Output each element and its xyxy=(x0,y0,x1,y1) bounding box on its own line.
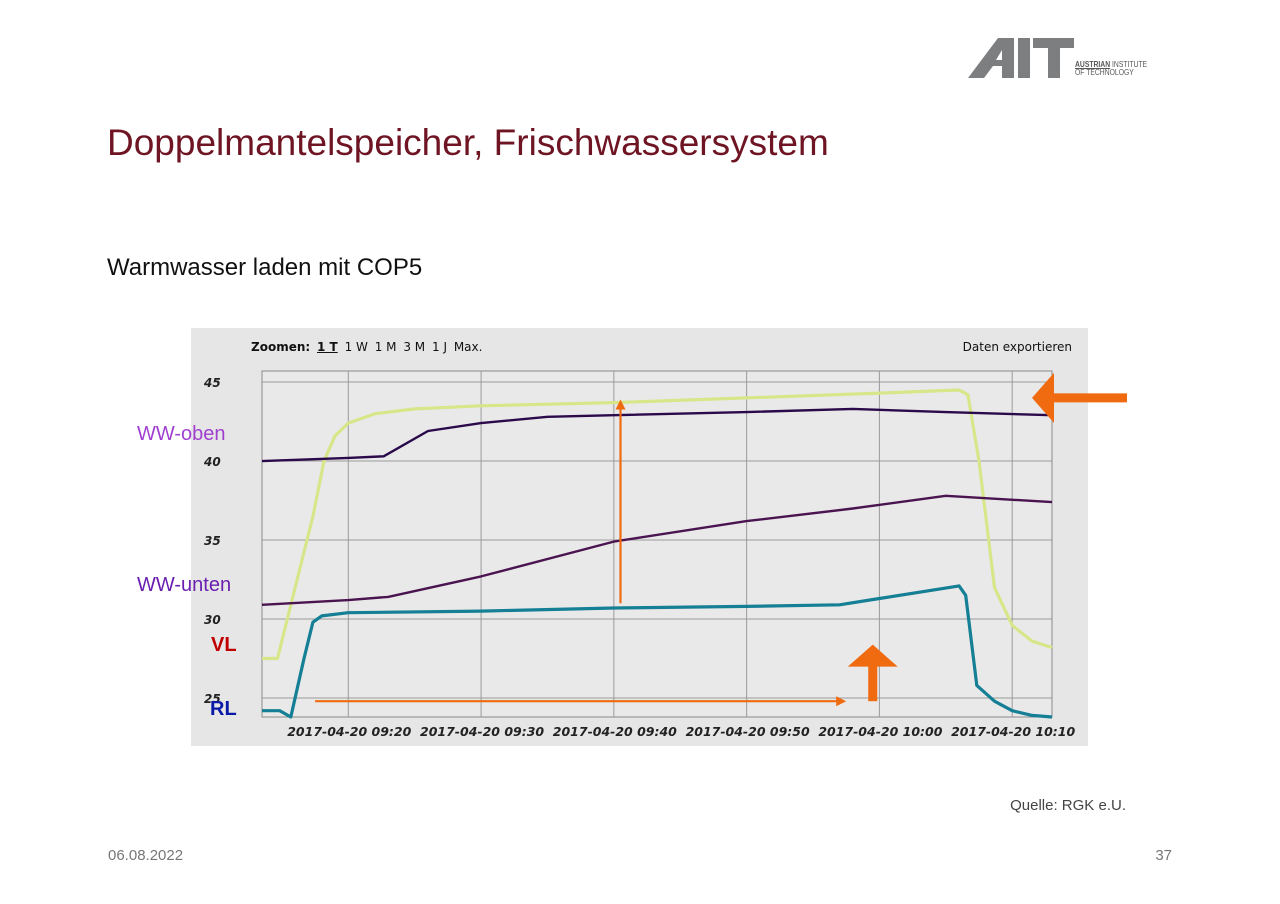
zoom-option-3m[interactable]: 3 M xyxy=(403,340,426,354)
x-tick-label: 2017-04-20 09:20 xyxy=(287,724,411,739)
label-ww-unten: WW-unten xyxy=(137,574,232,596)
axis-ticks: 25 30 35 40 45 2017-04-20 09:20 2017-04-20 09:… xyxy=(203,376,1076,739)
zoom-option-1j[interactable]: 1 J xyxy=(432,340,447,354)
ait-logo-text: AUSTRIAN INSTITUTE OF TECHNOLOGY xyxy=(1075,60,1148,77)
ait-logo-mark xyxy=(968,38,1074,78)
grid-lines xyxy=(262,371,1052,717)
arrow-vertical-head xyxy=(615,399,626,410)
zoom-option-1w[interactable]: 1 W xyxy=(344,340,368,354)
slide-title: Doppelmantelspeicher, Frischwassersystem xyxy=(107,122,829,163)
block-arrow-left-head xyxy=(1032,372,1054,423)
x-tick-label: 2017-04-20 09:50 xyxy=(686,724,810,739)
series-line-ww-unten xyxy=(261,494,1053,606)
x-tick-label: 2017-04-20 09:30 xyxy=(420,724,544,739)
annotation-arrows xyxy=(315,372,1127,707)
zoom-option-1t[interactable]: 1 T xyxy=(317,340,338,354)
y-tick-label: 30 xyxy=(204,613,221,627)
series-line-vl xyxy=(262,388,1053,661)
series-line-rl xyxy=(262,584,1053,719)
page-number: 37 xyxy=(1155,847,1172,864)
zoom-option-1m[interactable]: 1 M xyxy=(374,340,397,354)
zoom-label: Zoomen: xyxy=(251,340,311,354)
block-arrow-left-shaft xyxy=(1054,393,1127,403)
label-rl: RL xyxy=(210,698,237,720)
block-arrow-up-head xyxy=(847,644,898,667)
y-tick-label: 45 xyxy=(203,376,221,390)
chart-toolbar: Zoomen: 1 T 1 W 1 M 3 M 1 J Max. Daten e… xyxy=(191,328,1088,362)
ait-logo: AUSTRIAN INSTITUTE OF TECHNOLOGY xyxy=(968,36,1178,80)
slide-subtitle: Warmwasser laden mit COP5 xyxy=(107,254,423,281)
series-line-ww-oben xyxy=(261,407,1053,463)
zoom-option-max[interactable]: Max. xyxy=(453,340,483,354)
arrow-horizontal-head xyxy=(836,696,847,707)
label-ww-oben: WW-oben xyxy=(137,423,226,445)
block-arrow-up-shaft xyxy=(868,664,878,702)
x-tick-label: 2017-04-20 10:10 xyxy=(951,724,1075,739)
x-tick-label: 2017-04-20 10:00 xyxy=(818,724,942,739)
y-tick-label: 35 xyxy=(204,534,221,548)
label-vl: VL xyxy=(211,634,237,656)
plot-area xyxy=(261,370,1053,718)
zoom-controls: Zoomen: 1 T 1 W 1 M 3 M 1 J Max. xyxy=(251,340,482,354)
x-tick-label: 2017-04-20 09:40 xyxy=(553,724,677,739)
y-tick-label: 40 xyxy=(203,455,221,469)
export-data-link[interactable]: Daten exportieren xyxy=(962,340,1072,354)
y-tick-label: 25 xyxy=(204,692,221,706)
series-lines xyxy=(261,388,1053,719)
footer-date: 06.08.2022 xyxy=(108,847,184,864)
source-note: Quelle: RGK e.U. xyxy=(1010,797,1126,814)
